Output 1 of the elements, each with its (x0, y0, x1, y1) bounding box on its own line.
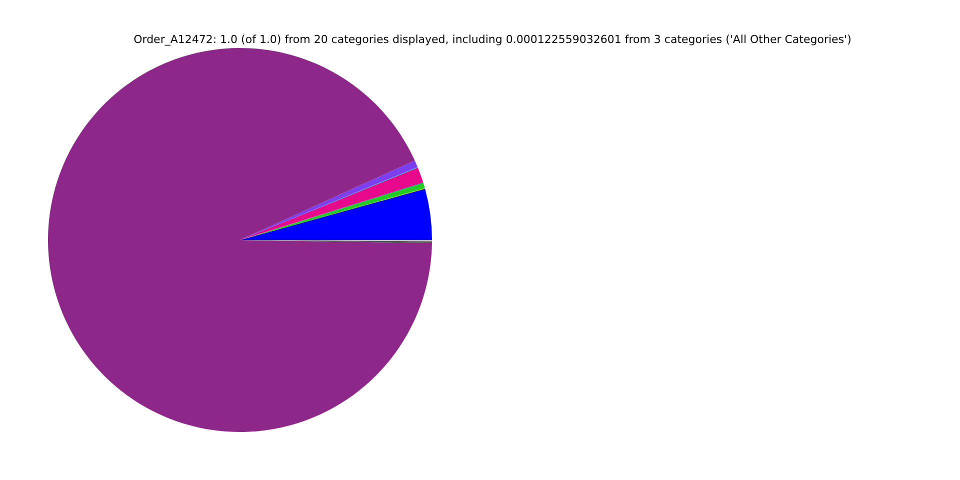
text: Order_A12472: 1.0 (of 1.0) from 20 categories displayed, including 0.000122559032601 from 3 categories ('All Other Categories') (134, 33, 852, 46)
